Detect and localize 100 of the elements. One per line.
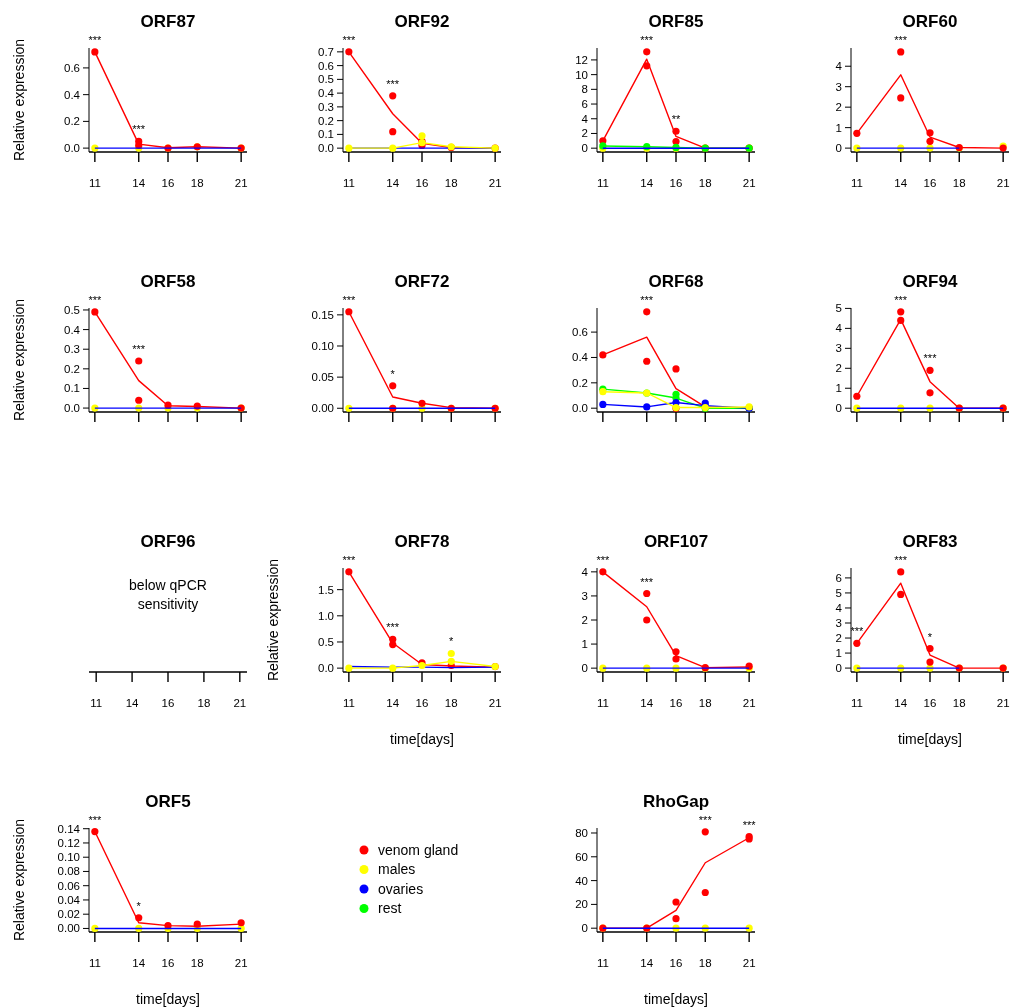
chart-title: ORF58 (140, 272, 196, 291)
y-axis-title: Relative expression (265, 558, 281, 682)
x-tick-label: 14 (640, 957, 654, 969)
x-tick-label: 21 (742, 957, 756, 969)
y-tick-label: 0 (835, 142, 842, 155)
x-tick-label: 16 (669, 177, 683, 189)
annotation: *** (850, 625, 864, 638)
y-tick-label: 0 (835, 402, 842, 415)
annotation: *** (640, 33, 654, 46)
annotation: *** (640, 575, 654, 588)
chart-title: ORF87 (140, 12, 196, 31)
x-tick-label: 18 (444, 177, 458, 189)
y-tick-label: 0.0 (318, 662, 334, 675)
chart-title: ORF107 (643, 532, 709, 551)
x-tick-label: 11 (596, 177, 609, 189)
y-tick-label: 0.15 (311, 308, 334, 321)
x-tick-label: 16 (923, 177, 937, 189)
x-tick-label: 14 (640, 177, 654, 189)
y-tick-label: 0.2 (64, 362, 80, 375)
x-tick-label: 21 (996, 177, 1010, 189)
x-tick-label: 16 (161, 957, 175, 969)
y-tick-label: 4 (835, 60, 843, 73)
y-tick-label: 20 (575, 898, 588, 911)
annotation: *** (132, 123, 146, 136)
x-tick-label: 18 (698, 697, 712, 709)
y-tick-label: 2 (581, 127, 588, 140)
annotation: *** (88, 813, 102, 826)
x-axis-title: time[days] (390, 731, 454, 747)
y-tick-label: 0.0 (64, 402, 80, 415)
y-tick-label: 2 (835, 632, 842, 645)
y-tick-label: 40 (575, 874, 588, 887)
annotation: *** (894, 293, 908, 306)
chart-title: RhoGap (642, 792, 710, 811)
x-tick-label: 16 (923, 697, 937, 709)
y-tick-label: 0.10 (57, 851, 80, 864)
y-tick-label: 0.7 (318, 45, 334, 58)
y-tick-label: 0.4 (64, 323, 81, 336)
annotation: * (449, 635, 455, 648)
x-tick-label: 11 (342, 177, 355, 189)
y-tick-label: 3 (835, 617, 842, 630)
annotation: * (927, 630, 933, 643)
y-tick-label: 0.5 (64, 303, 80, 316)
x-tick-label: 18 (952, 697, 966, 709)
x-tick-label: 14 (894, 697, 908, 709)
y-tick-label: 0.06 (57, 879, 80, 892)
text: below qPCR sensitivity (129, 577, 207, 612)
annotation: * (136, 899, 142, 912)
x-tick-label: 14 (132, 177, 146, 189)
y-tick-label: 1.5 (318, 583, 334, 596)
chart-title: ORF94 (902, 272, 958, 291)
y-tick-label: 0 (581, 922, 588, 935)
annotation: *** (342, 33, 356, 46)
y-tick-label: 1 (581, 638, 588, 651)
x-tick-label: 18 (444, 697, 458, 709)
x-axis-title: time[days] (644, 991, 708, 1007)
x-tick-label: 18 (190, 957, 204, 969)
x-tick-label: 21 (996, 697, 1010, 709)
annotation: *** (342, 293, 356, 306)
y-tick-label: 0.2 (64, 115, 80, 128)
y-tick-label: 0.05 (311, 371, 334, 384)
annotation: *** (88, 33, 102, 46)
y-tick-label: 0.08 (57, 865, 80, 878)
x-tick-label: 18 (190, 177, 204, 189)
x-axis-title: time[days] (136, 991, 200, 1007)
x-tick-label: 14 (386, 177, 400, 189)
annotation: ** (671, 113, 681, 126)
annotation: *** (894, 33, 908, 46)
y-tick-label: 0.0 (64, 142, 80, 155)
y-tick-label: 0.6 (318, 59, 334, 72)
y-tick-label: 60 (575, 850, 588, 863)
annotation: *** (132, 342, 146, 355)
chart-title: ORF5 (145, 792, 191, 811)
x-tick-label: 18 (698, 957, 712, 969)
y-tick-label: 5 (835, 302, 842, 315)
y-tick-label: 4 (835, 602, 843, 614)
y-tick-label: 1.0 (318, 609, 334, 622)
y-tick-label: 0.5 (318, 636, 334, 648)
y-tick-label: 1 (835, 121, 842, 134)
y-axis-title: Relative expression (11, 818, 27, 942)
y-tick-label: 0.3 (64, 343, 80, 356)
y-tick-label: 0.6 (64, 61, 80, 74)
x-tick-label: 16 (161, 177, 175, 189)
y-tick-label: 0.12 (57, 836, 80, 849)
y-tick-label: 0.0 (572, 402, 588, 415)
x-tick-label: 11 (88, 177, 101, 189)
y-tick-label: 2 (835, 101, 842, 114)
annotation: *** (386, 77, 400, 90)
y-tick-label: 0.4 (318, 87, 335, 100)
text: ORF96 (140, 532, 196, 551)
y-tick-label: 0.02 (57, 908, 80, 921)
y-tick-label: 0.3 (318, 100, 334, 113)
x-tick-label: 18 (952, 177, 966, 189)
y-axis-title: Relative expression (11, 38, 27, 162)
chart-title: ORF60 (902, 12, 958, 31)
legend-label: males (378, 861, 416, 878)
annotation: *** (386, 621, 400, 634)
y-tick-label: 80 (575, 827, 588, 840)
x-tick-label: 18 (698, 177, 712, 189)
y-tick-label: 12 (575, 53, 588, 66)
annotation: *** (88, 293, 102, 306)
